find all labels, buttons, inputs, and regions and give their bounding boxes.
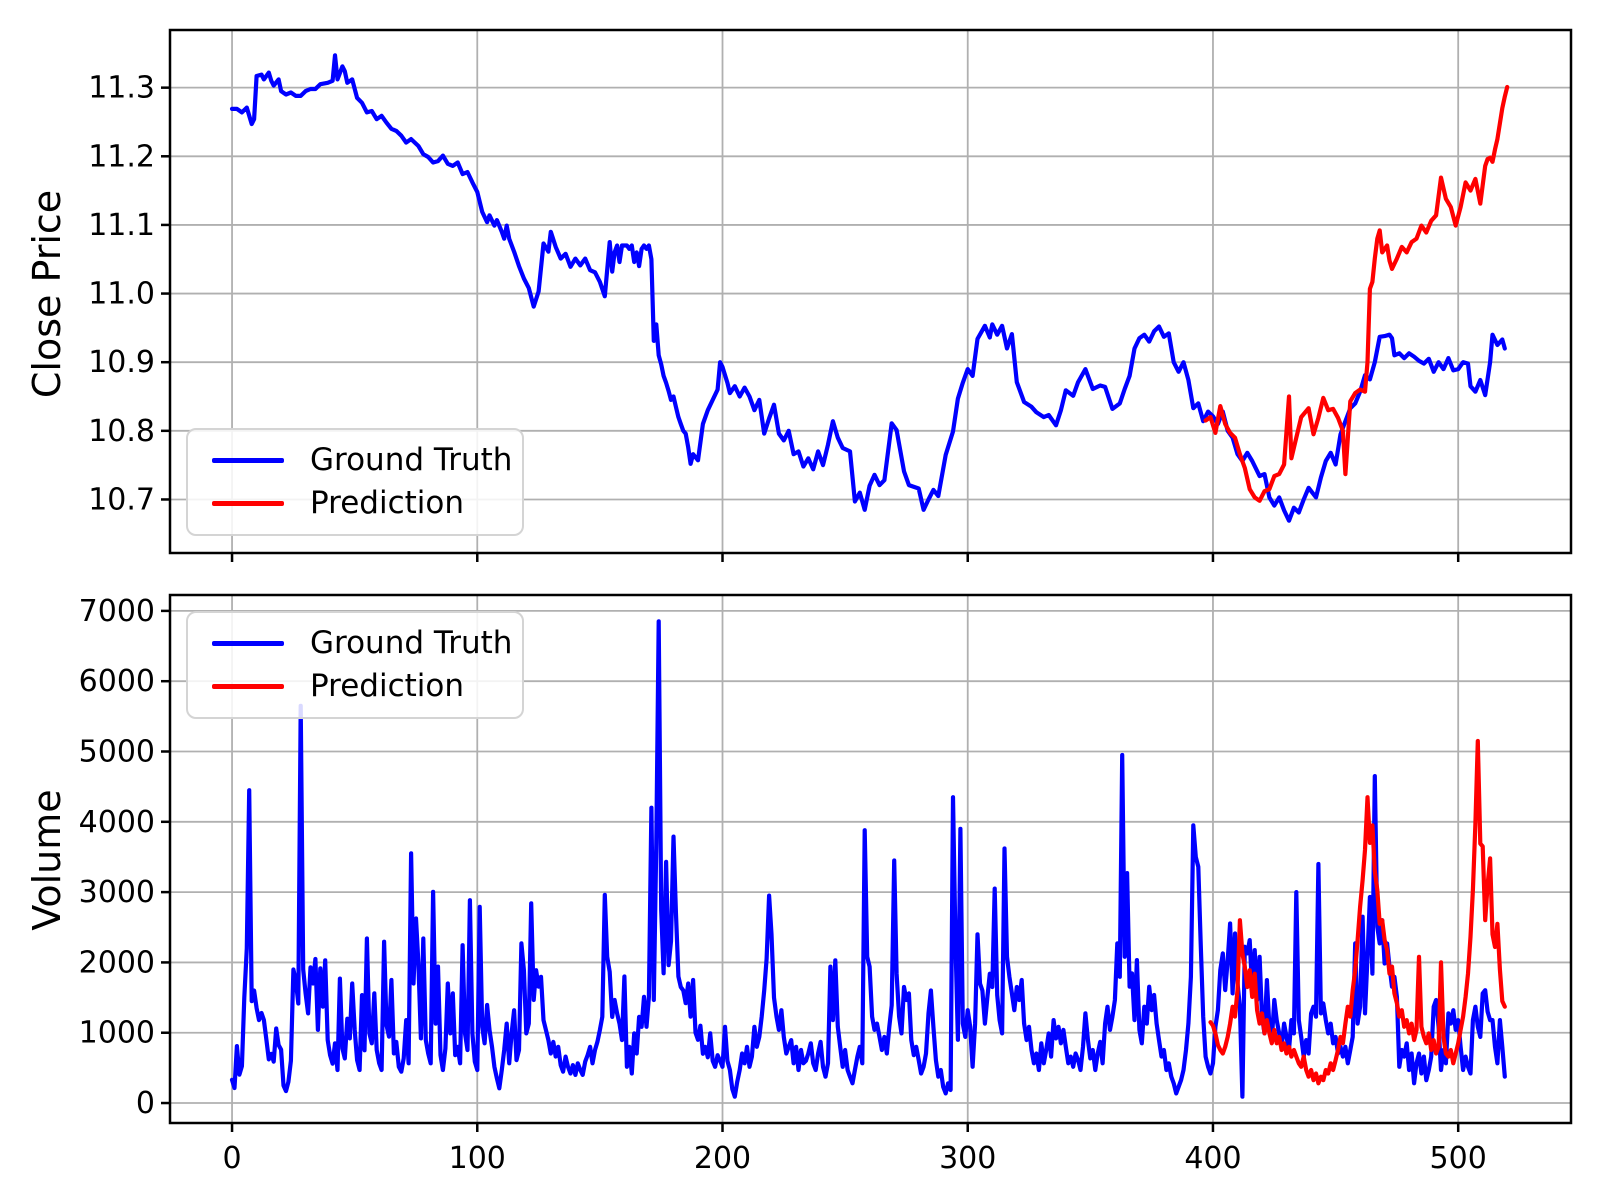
ground-truth-line-swatch — [212, 641, 284, 647]
y-tick-label: 4000 — [79, 805, 155, 840]
ground-truth-line-swatch — [212, 458, 284, 464]
x-tick-label: 100 — [449, 1141, 506, 1176]
y-tick-label: 11.1 — [88, 208, 155, 243]
y-tick-label: 10.8 — [88, 414, 155, 449]
y-tick-label: 5000 — [79, 735, 155, 770]
price-axis-label: Close Price — [25, 189, 69, 399]
y-tick-label: 11.3 — [88, 71, 155, 106]
legend-item-prediction: Prediction — [188, 484, 522, 521]
y-tick-label: 6000 — [79, 664, 155, 699]
y-tick-label: 11.0 — [88, 277, 155, 312]
legend-label: Prediction — [310, 667, 465, 704]
legend-label: Prediction — [310, 484, 465, 521]
x-tick-label: 0 — [222, 1141, 241, 1176]
y-tick-label: 10.7 — [88, 482, 155, 517]
close-price-plot-area: 10.7 10.8 10.9 11.0 11.1 11.2 11.3 — [88, 28, 1573, 562]
legend-label: Ground Truth — [310, 442, 513, 479]
legend-label: Ground Truth — [310, 625, 513, 662]
volume-legend: Ground Truth Prediction — [186, 611, 524, 719]
y-tick-label: 11.2 — [88, 139, 155, 174]
prediction-line-swatch — [212, 500, 284, 506]
x-tick-label: 300 — [939, 1141, 996, 1176]
x-tick-label: 400 — [1184, 1141, 1241, 1176]
y-tick-label: 0 — [136, 1086, 155, 1121]
prediction-line — [1208, 738, 1507, 1086]
plot-border — [168, 593, 1573, 1125]
price-legend: Ground Truth Prediction — [186, 428, 524, 536]
ground-truth-line — [229, 53, 1507, 523]
y-tick-label: 2000 — [79, 945, 155, 980]
y-tick-label: 1000 — [79, 1016, 155, 1051]
plot-border — [168, 28, 1573, 555]
volume-axis-label: Volume — [25, 789, 69, 931]
legend-item-ground-truth: Ground Truth — [188, 628, 522, 659]
legend-item-ground-truth: Ground Truth — [188, 445, 522, 476]
prediction-line-swatch — [212, 683, 284, 689]
x-tick-label: 500 — [1430, 1141, 1487, 1176]
y-tick-label: 3000 — [79, 875, 155, 910]
prediction-line — [1203, 84, 1510, 503]
legend-item-prediction: Prediction — [188, 667, 522, 704]
y-tick-label: 7000 — [79, 594, 155, 629]
y-tick-label: 10.9 — [88, 345, 155, 380]
ground-truth-line — [229, 619, 1507, 1099]
x-tick-label: 200 — [694, 1141, 751, 1176]
